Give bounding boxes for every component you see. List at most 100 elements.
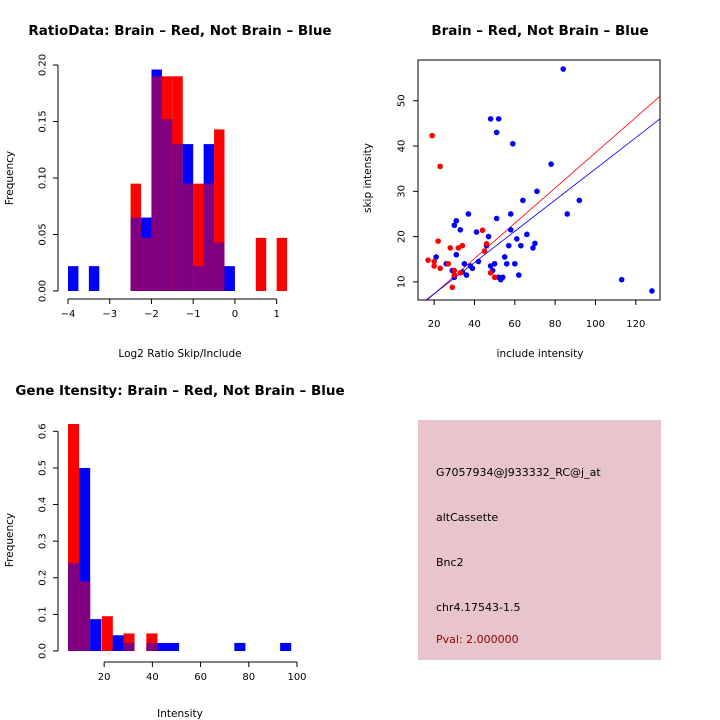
brain-point xyxy=(429,132,435,139)
scatter-y-tick-label: 20 xyxy=(397,230,408,243)
intensity-y-tick-label: 0.1 xyxy=(38,606,49,622)
brain-point xyxy=(451,272,458,278)
notbrain-point xyxy=(534,188,540,195)
notbrain-point xyxy=(516,272,522,278)
brain-point xyxy=(445,260,452,267)
notbrain-point xyxy=(507,211,514,217)
scatter-y-tick-label: 40 xyxy=(397,140,408,153)
intensity-bar-notbrain xyxy=(234,642,246,651)
ratio-bar-brain xyxy=(255,237,267,291)
ratio-x-tick-label: 1 xyxy=(273,309,279,320)
intensity-y-tick-label: 0.3 xyxy=(38,533,49,549)
intensity-bar-notbrain xyxy=(112,635,124,651)
notbrain-point xyxy=(465,211,472,217)
notbrain-point xyxy=(493,129,500,136)
intensity-bar-notbrain xyxy=(79,467,91,651)
brain-point xyxy=(431,263,437,269)
intensity-bar-notbrain xyxy=(280,642,292,651)
intensity-bar-overlap xyxy=(146,642,158,651)
ratio-bar-overlap xyxy=(172,144,183,291)
scatter-title: Brain – Red, Not Brain – Blue xyxy=(431,23,648,39)
notbrain-point xyxy=(487,116,494,122)
ratio-histogram-ylabel: Frequency xyxy=(4,151,16,205)
notbrain-point xyxy=(433,254,439,260)
intensity-x-tick-label: 40 xyxy=(146,672,159,683)
ratio-x-tick-label: 0 xyxy=(232,309,238,320)
notbrain-point xyxy=(618,276,625,283)
intensity-histogram-ylabel: Frequency xyxy=(4,513,16,567)
intensity-histogram-bars xyxy=(68,423,292,651)
notbrain-point xyxy=(451,222,458,229)
ratio-bar-brain xyxy=(276,237,288,291)
ratio-x-tick-label: −1 xyxy=(186,309,201,320)
intensity-histogram-xlabel: Intensity xyxy=(157,708,203,720)
scatter-y-tick-label: 10 xyxy=(397,276,408,289)
brain-point xyxy=(425,257,431,263)
ratio-y-tick-label: 0.15 xyxy=(38,110,49,132)
info-pval: Pval: 2.000000 xyxy=(436,633,519,646)
scatter-x-tick-label: 40 xyxy=(468,319,481,330)
ratio-bar-overlap xyxy=(182,183,194,291)
notbrain-point xyxy=(453,251,460,258)
notbrain-point xyxy=(453,217,460,224)
intensity-y-tick-label: 0.6 xyxy=(38,423,49,439)
scatter-points xyxy=(425,66,655,294)
notbrain-point xyxy=(485,233,492,240)
ratio-x-tick-label: −3 xyxy=(102,309,117,320)
ratio-bar-overlap xyxy=(161,119,173,292)
ratio-y-tick-label: 0.10 xyxy=(38,167,49,189)
brain-point xyxy=(437,265,443,272)
intensity-bar-brain xyxy=(123,633,135,651)
notbrain-point xyxy=(501,254,508,260)
info-gene-name: Bnc2 xyxy=(436,556,464,569)
brain-point xyxy=(435,238,441,244)
brain-point xyxy=(457,270,464,276)
ratio-bar-overlap xyxy=(151,76,162,291)
intensity-bar-overlap xyxy=(79,581,91,651)
notbrain-point xyxy=(520,197,526,204)
notbrain-point xyxy=(509,140,516,147)
notbrain-point xyxy=(514,236,520,242)
intensity-bar-notbrain xyxy=(90,619,102,651)
intensity-histogram-axes: 20 40 60 80 100 0.0 0.1 0.2 0.3 0.4 0.5 0.6 xyxy=(38,423,307,683)
info-panel-background xyxy=(418,420,661,660)
ratio-bar-brain xyxy=(214,129,225,291)
ratio-bar-overlap xyxy=(214,242,225,291)
ratio-bar-notbrain xyxy=(88,266,100,291)
info-panel: G7057934@J933332_RC@j_at altCassette Bnc… xyxy=(418,420,661,660)
ratio-histogram-axes: −4 −3 −2 −1 0 1 0.00 0.05 0.10 0.15 0.20 xyxy=(38,54,280,320)
scatter-ylabel: skip intensity xyxy=(362,143,374,213)
brain-point xyxy=(481,248,488,254)
ratio-x-tick-label: −2 xyxy=(144,309,159,320)
ratio-bar-notbrain xyxy=(224,266,235,291)
intensity-x-tick-label: 80 xyxy=(242,672,255,683)
scatter-x-tick-label: 80 xyxy=(549,319,562,330)
brain-point xyxy=(449,284,456,291)
brain-fit-line xyxy=(425,95,661,302)
ratio-bar-overlap xyxy=(141,237,152,291)
scatter-x-tick-label: 120 xyxy=(626,319,645,330)
brain-point xyxy=(487,270,494,276)
ratio-bar-overlap xyxy=(203,183,215,291)
notbrain-point xyxy=(457,227,464,233)
brain-point xyxy=(479,227,486,234)
intensity-y-tick-label: 0.0 xyxy=(38,643,49,659)
intensity-bar-brain xyxy=(68,423,80,651)
ratio-y-tick-label: 0.00 xyxy=(38,280,49,302)
ratio-y-tick-label: 0.05 xyxy=(38,223,49,245)
intensity-y-tick-label: 0.2 xyxy=(38,570,49,586)
info-probe-id: G7057934@J933332_RC@j_at xyxy=(436,466,601,479)
info-event-type: altCassette xyxy=(436,511,498,524)
intensity-bar-overlap xyxy=(123,642,135,651)
notbrain-point xyxy=(469,265,476,272)
info-location: chr4.17543-1.5 xyxy=(436,601,521,614)
intensity-x-tick-label: 60 xyxy=(194,672,207,683)
notbrain-point xyxy=(493,215,500,222)
notbrain-point xyxy=(649,288,655,294)
notbrain-point xyxy=(495,116,502,122)
intensity-x-tick-label: 100 xyxy=(287,672,306,683)
scatter-y-tick-label: 30 xyxy=(397,185,408,198)
notbrain-point xyxy=(524,231,530,238)
notbrain-point xyxy=(505,242,512,249)
